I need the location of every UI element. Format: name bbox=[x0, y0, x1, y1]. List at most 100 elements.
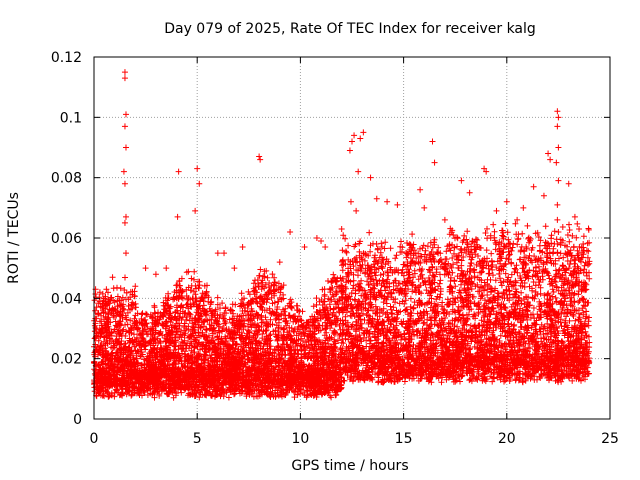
x-tick-label: 0 bbox=[90, 431, 99, 447]
data-point bbox=[555, 114, 562, 121]
data-point bbox=[554, 216, 561, 223]
data-point bbox=[431, 159, 438, 166]
data-point bbox=[318, 238, 325, 245]
data-point bbox=[554, 201, 561, 208]
data-point bbox=[287, 228, 294, 235]
data-point bbox=[122, 111, 129, 118]
data-point bbox=[555, 144, 562, 151]
data-point bbox=[406, 241, 413, 248]
y-axis-title: ROTI / TECUs bbox=[6, 192, 22, 284]
data-point bbox=[520, 204, 527, 211]
data-point bbox=[214, 250, 221, 257]
data-point bbox=[239, 244, 246, 251]
data-point bbox=[554, 241, 561, 248]
data-point bbox=[346, 147, 353, 154]
data-point bbox=[122, 250, 129, 257]
y-tick-label: 0.02 bbox=[51, 352, 82, 368]
data-point bbox=[132, 283, 139, 290]
data-point bbox=[174, 213, 181, 220]
data-point bbox=[175, 168, 182, 175]
data-point bbox=[384, 198, 391, 205]
data-point bbox=[466, 189, 473, 196]
data-point bbox=[524, 222, 531, 229]
data-point bbox=[103, 286, 110, 293]
data-point bbox=[121, 180, 128, 187]
data-point bbox=[121, 219, 128, 226]
data-point bbox=[121, 123, 128, 130]
data-point bbox=[417, 186, 424, 193]
y-tick-label: 0.1 bbox=[60, 110, 82, 126]
data-point bbox=[349, 138, 355, 145]
data-point bbox=[194, 165, 201, 172]
data-point bbox=[514, 216, 521, 223]
data-point bbox=[555, 228, 562, 235]
data-point bbox=[122, 144, 129, 151]
x-tick-label: 10 bbox=[291, 431, 309, 447]
data-point bbox=[530, 183, 537, 190]
data-point bbox=[367, 174, 374, 181]
data-point bbox=[338, 225, 345, 232]
data-point bbox=[163, 265, 170, 272]
data-point bbox=[120, 168, 127, 175]
data-point bbox=[373, 195, 380, 202]
y-tick-label: 0 bbox=[73, 412, 82, 428]
data-point bbox=[441, 216, 448, 223]
axis-ticks: 0 5 10 15 20 25 0 0.02 0.04 0.06 0.08 0.1 0.12 bbox=[51, 50, 619, 447]
data-point bbox=[355, 168, 362, 175]
data-point bbox=[322, 244, 329, 251]
data-point bbox=[580, 241, 587, 248]
data-point bbox=[421, 204, 428, 211]
y-tick-label: 0.08 bbox=[51, 171, 82, 187]
data-point bbox=[196, 180, 203, 187]
data-point bbox=[545, 150, 552, 157]
x-tick-label: 15 bbox=[395, 431, 413, 447]
y-tick-label: 0.12 bbox=[51, 50, 82, 66]
data-point bbox=[121, 75, 128, 82]
data-point bbox=[360, 129, 367, 136]
data-point bbox=[553, 159, 560, 166]
data-point bbox=[493, 207, 500, 214]
x-tick-label: 5 bbox=[193, 431, 202, 447]
data-point bbox=[576, 225, 583, 232]
data-point bbox=[351, 132, 358, 139]
data-point bbox=[571, 213, 578, 220]
data-point bbox=[353, 207, 360, 214]
background-point-cloud bbox=[91, 220, 593, 401]
data-point bbox=[257, 156, 264, 163]
data-point bbox=[109, 274, 116, 281]
data-point bbox=[301, 244, 308, 251]
data-point bbox=[192, 207, 199, 214]
data-point bbox=[483, 168, 490, 175]
data-point bbox=[231, 265, 238, 272]
y-tick-label: 0.04 bbox=[51, 291, 82, 307]
data-point bbox=[276, 259, 283, 266]
chart-title: Day 079 of 2025, Rate Of TEC Index for r… bbox=[164, 21, 536, 37]
data-point bbox=[554, 123, 561, 130]
data-point bbox=[481, 165, 488, 172]
data-point bbox=[503, 198, 510, 205]
data-point bbox=[357, 135, 364, 142]
data-point bbox=[554, 108, 561, 115]
x-tick-label: 20 bbox=[498, 431, 516, 447]
data-point bbox=[555, 177, 562, 184]
data-point bbox=[122, 213, 129, 220]
background-points bbox=[91, 220, 593, 401]
data-point bbox=[347, 198, 354, 205]
data-point bbox=[565, 180, 572, 187]
data-point bbox=[152, 271, 159, 278]
y-tick-label: 0.06 bbox=[51, 231, 82, 247]
x-axis-title: GPS time / hours bbox=[291, 458, 408, 474]
data-point bbox=[458, 177, 465, 184]
data-point bbox=[429, 138, 436, 145]
data-point bbox=[313, 235, 320, 241]
data-point bbox=[540, 192, 547, 199]
data-point bbox=[221, 250, 228, 257]
data-point bbox=[251, 277, 258, 284]
data-point bbox=[256, 153, 263, 160]
data-point bbox=[394, 201, 401, 208]
data-point bbox=[121, 69, 128, 76]
data-point bbox=[142, 265, 149, 272]
data-point bbox=[547, 156, 554, 163]
x-tick-label: 25 bbox=[601, 431, 619, 447]
